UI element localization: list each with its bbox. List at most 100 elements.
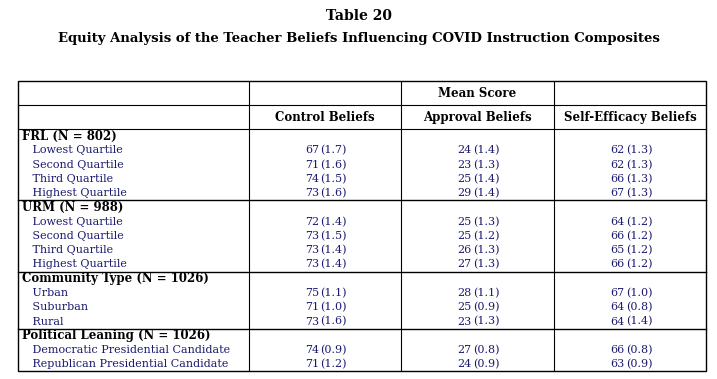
Text: 25: 25 [457,174,472,184]
Text: 73: 73 [305,260,319,269]
Text: 66: 66 [610,345,625,355]
Text: 73: 73 [305,188,319,198]
Text: 64: 64 [610,316,625,327]
Text: (1.4): (1.4) [473,145,500,155]
Text: Mean Score: Mean Score [438,87,516,100]
Text: 73: 73 [305,316,319,327]
Text: 67: 67 [610,188,625,198]
Text: Highest Quartile: Highest Quartile [22,188,127,198]
Text: (1.2): (1.2) [320,359,347,370]
Text: 66: 66 [610,231,625,241]
Text: Suburban: Suburban [22,302,88,312]
Text: 23: 23 [457,160,472,170]
Text: Community Type (N = 1026): Community Type (N = 1026) [22,272,209,285]
Text: Second Quartile: Second Quartile [22,231,124,241]
Text: 27: 27 [457,260,472,269]
Text: 66: 66 [610,174,625,184]
Text: 64: 64 [610,302,625,312]
Text: 64: 64 [610,217,625,227]
Text: URM (N = 988): URM (N = 988) [22,201,123,214]
Text: 29: 29 [457,188,472,198]
Text: Self-Efficacy Beliefs: Self-Efficacy Beliefs [564,111,696,124]
Text: 25: 25 [457,231,472,241]
Text: Lowest Quartile: Lowest Quartile [22,217,123,227]
Text: 71: 71 [305,160,319,170]
Text: 62: 62 [610,146,625,155]
Text: 71: 71 [305,302,319,312]
Text: Table 20: Table 20 [326,9,391,23]
Text: 27: 27 [457,345,472,355]
Text: 66: 66 [610,260,625,269]
Text: 74: 74 [305,174,319,184]
Text: (0.8): (0.8) [626,345,652,355]
Text: (1.6): (1.6) [320,160,347,170]
Text: 65: 65 [610,245,625,255]
Text: (1.4): (1.4) [320,216,347,227]
Text: Equity Analysis of the Teacher Beliefs Influencing COVID Instruction Composites: Equity Analysis of the Teacher Beliefs I… [57,32,660,45]
Text: 71: 71 [305,359,319,369]
Text: (1.4): (1.4) [626,316,652,327]
Text: (1.4): (1.4) [473,174,500,184]
Text: Urban: Urban [22,288,68,298]
Text: 25: 25 [457,302,472,312]
Text: Political Leaning (N = 1026): Political Leaning (N = 1026) [22,329,211,342]
Text: (1.4): (1.4) [473,188,500,198]
Text: 24: 24 [457,359,472,369]
Text: 73: 73 [305,231,319,241]
Text: (1.1): (1.1) [320,288,347,298]
Text: (1.3): (1.3) [473,160,500,170]
Text: Control Beliefs: Control Beliefs [275,111,374,124]
Text: 24: 24 [457,146,472,155]
Text: Republican Presidential Candidate: Republican Presidential Candidate [22,359,229,369]
Text: Democratic Presidential Candidate: Democratic Presidential Candidate [22,345,230,355]
Text: (1.2): (1.2) [626,216,652,227]
Text: 72: 72 [305,217,319,227]
Text: (1.3): (1.3) [473,316,500,327]
Text: (0.9): (0.9) [320,345,347,355]
Text: Approval Beliefs: Approval Beliefs [423,111,532,124]
Text: 67: 67 [305,146,319,155]
Text: (1.3): (1.3) [473,259,500,269]
Text: (1.2): (1.2) [626,259,652,269]
Text: (1.3): (1.3) [473,245,500,255]
Text: (1.2): (1.2) [473,231,500,241]
Text: (1.6): (1.6) [320,188,347,198]
Text: Highest Quartile: Highest Quartile [22,260,127,269]
Text: (1.0): (1.0) [320,302,347,312]
Text: (1.4): (1.4) [320,259,347,269]
Text: Second Quartile: Second Quartile [22,160,124,170]
Text: (1.3): (1.3) [626,188,652,198]
Text: 26: 26 [457,245,472,255]
Text: 25: 25 [457,217,472,227]
Text: 67: 67 [610,288,625,298]
Text: (1.1): (1.1) [473,288,500,298]
Text: Lowest Quartile: Lowest Quartile [22,146,123,155]
Text: 74: 74 [305,345,319,355]
Text: 63: 63 [610,359,625,369]
Text: (1.2): (1.2) [626,245,652,255]
Text: 75: 75 [305,288,319,298]
Bar [18,81,706,371]
Text: 62: 62 [610,160,625,170]
Text: Third Quartile: Third Quartile [22,174,113,184]
Text: Third Quartile: Third Quartile [22,245,113,255]
Text: (1.2): (1.2) [626,231,652,241]
Text: (0.8): (0.8) [473,345,500,355]
Text: Rural: Rural [22,316,64,327]
Text: (1.3): (1.3) [473,216,500,227]
Text: (1.4): (1.4) [320,245,347,255]
Text: 23: 23 [457,316,472,327]
Text: (0.9): (0.9) [473,359,500,370]
Text: (1.0): (1.0) [626,288,652,298]
Text: (1.3): (1.3) [626,145,652,155]
Text: (1.3): (1.3) [626,160,652,170]
Text: (0.8): (0.8) [626,302,652,312]
Text: 73: 73 [305,245,319,255]
Text: (1.3): (1.3) [626,174,652,184]
Text: (0.9): (0.9) [473,302,500,312]
Text: (1.7): (1.7) [320,145,347,155]
Text: (1.5): (1.5) [320,231,347,241]
Text: FRL (N = 802): FRL (N = 802) [22,130,117,143]
Text: 28: 28 [457,288,472,298]
Text: (1.5): (1.5) [320,174,347,184]
